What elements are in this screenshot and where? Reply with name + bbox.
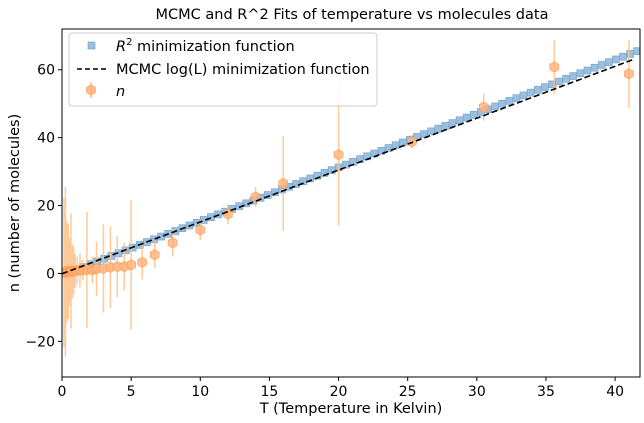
y-tick-label: −20 — [25, 334, 55, 350]
data-point — [478, 101, 489, 113]
x-tick-label: 20 — [330, 384, 348, 400]
r2-fit-marker — [619, 52, 627, 61]
legend-box — [68, 32, 378, 107]
data-point — [333, 149, 344, 161]
data-point — [137, 256, 147, 268]
r2-fit-marker — [491, 102, 499, 111]
r2-fit-marker — [498, 99, 507, 108]
y-axis-label: n (number of molecules) — [7, 114, 23, 293]
legend-marker-n — [86, 84, 96, 96]
x-tick-label: 15 — [261, 384, 279, 400]
data-point — [278, 177, 289, 190]
y-tick-label: 20 — [37, 199, 55, 215]
r2-fit-marker — [569, 72, 578, 80]
r2-fit-marker — [391, 141, 400, 150]
r2-fit-marker — [562, 75, 570, 83]
data-point — [126, 259, 136, 271]
legend: R2 minimization function MCMC log(L) min… — [68, 32, 378, 107]
r2-fit-marker — [398, 138, 407, 147]
x-tick-label: 35 — [537, 384, 555, 400]
r2-fit-marker — [597, 61, 606, 69]
r2-fit-marker — [441, 122, 450, 130]
plot-frame — [61, 28, 641, 378]
r2-fit-marker — [512, 94, 521, 102]
r2-fit-marker — [576, 69, 585, 78]
r2-fit-marker — [469, 110, 478, 119]
r2-fit-marker — [626, 50, 634, 58]
y-tick-label: 0 — [46, 266, 55, 282]
r2-fit-marker — [505, 97, 514, 105]
x-axis: 0 5 10 15 20 25 30 35 40 — [58, 377, 624, 400]
data-point — [549, 61, 560, 73]
x-tick-label: 30 — [468, 384, 486, 400]
r2-fit-marker — [157, 232, 165, 241]
plot-area — [62, 39, 640, 357]
r2-fit-marker — [526, 88, 535, 97]
legend-label-n: n — [116, 84, 125, 100]
r2-fit-marker — [555, 77, 563, 86]
r2-fit-marker — [434, 124, 443, 133]
x-tick-label: 25 — [399, 384, 417, 400]
y-axis: −20 0 20 40 60 — [25, 63, 62, 350]
x-tick-label: 0 — [58, 384, 67, 400]
mcmc-fit-line — [62, 58, 634, 275]
r2-fit-marker — [541, 83, 549, 91]
r2-fit-marker — [583, 66, 592, 75]
x-tick-label: 5 — [127, 384, 136, 400]
r2-fit-marker — [605, 58, 613, 67]
legend-marker-r2 — [87, 41, 96, 50]
data-point — [195, 224, 206, 236]
data-point — [223, 208, 233, 220]
x-tick-label: 10 — [191, 384, 209, 400]
legend-label-r2: R2 minimization function — [116, 37, 295, 55]
data-point — [167, 237, 178, 249]
data-point — [149, 249, 160, 261]
r2-fit-marker — [612, 55, 620, 64]
r2-fit-marker — [342, 160, 350, 169]
y-tick-label: 60 — [37, 63, 55, 79]
legend-label-mcmc: MCMC log(L) minimization function — [116, 62, 370, 78]
x-axis-label: T (Temperature in Kelvin) — [259, 401, 443, 417]
data-point — [624, 68, 634, 80]
r2-fit-marker — [462, 113, 471, 122]
x-tick-label: 40 — [606, 384, 624, 400]
chart-title: MCMC and R^2 Fits of temperature vs mole… — [156, 7, 549, 23]
r2-fit-marker — [590, 63, 599, 72]
r2-fit-marker — [455, 116, 464, 125]
y-tick-label: 40 — [37, 131, 55, 147]
r2-fit-marker — [533, 86, 542, 94]
r2-fit-marker — [633, 47, 640, 55]
r2-fit-marker — [519, 91, 528, 100]
